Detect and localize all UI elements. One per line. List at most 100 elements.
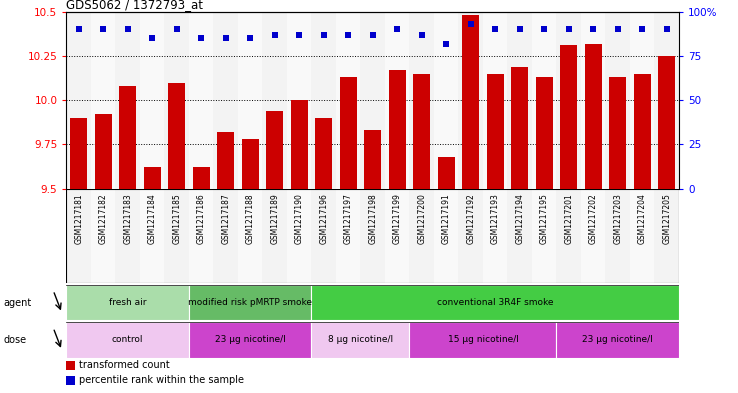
Point (170, 26, 182, 33)
Text: GSM1217185: GSM1217185 (172, 193, 181, 244)
Bar (165, 189, 189, 283)
Bar (581, 12, 605, 189)
Bar (630, 12, 655, 189)
Point (244, 35, 256, 41)
Text: percentile rank within the sample: percentile rank within the sample (79, 375, 244, 385)
Bar (364, 130, 382, 393)
Point (563, 26, 575, 33)
Bar (336, 12, 360, 189)
Bar (385, 12, 410, 189)
Point (415, 31, 427, 38)
Bar (458, 12, 483, 189)
Bar (360, 189, 385, 283)
Point (220, 35, 232, 41)
Text: GSM1217194: GSM1217194 (515, 193, 524, 244)
Bar (91, 189, 115, 283)
Bar (144, 167, 161, 393)
Text: fresh air: fresh air (109, 298, 146, 307)
Bar (605, 12, 630, 189)
Point (538, 26, 550, 33)
Bar (508, 189, 532, 283)
Text: GSM1217189: GSM1217189 (270, 193, 279, 244)
Bar (315, 118, 332, 393)
Bar (560, 45, 577, 393)
Bar (263, 12, 287, 189)
Point (342, 31, 354, 38)
Bar (360, 12, 385, 189)
Text: GSM1217188: GSM1217188 (246, 193, 255, 244)
Bar (311, 322, 410, 358)
Text: transformed count: transformed count (79, 360, 170, 371)
Bar (658, 56, 675, 393)
Bar (66, 285, 189, 320)
Bar (581, 189, 605, 283)
Bar (287, 12, 311, 189)
Text: GSM1217205: GSM1217205 (662, 193, 671, 244)
Bar (311, 12, 336, 189)
Text: GSM1217184: GSM1217184 (148, 193, 156, 244)
Point (636, 26, 648, 33)
Bar (287, 189, 311, 283)
Bar (189, 12, 213, 189)
Text: 23 μg nicotine/l: 23 μg nicotine/l (582, 336, 653, 344)
Text: 8 μg nicotine/l: 8 μg nicotine/l (328, 336, 393, 344)
Bar (115, 12, 140, 189)
Bar (410, 12, 434, 189)
Text: GSM1217199: GSM1217199 (393, 193, 401, 244)
Point (122, 26, 134, 33)
Text: GDS5062 / 1372793_at: GDS5062 / 1372793_at (66, 0, 204, 11)
Bar (410, 322, 556, 358)
Point (587, 26, 599, 33)
Bar (336, 189, 360, 283)
Text: 23 μg nicotine/l: 23 μg nicotine/l (215, 336, 286, 344)
Bar (189, 189, 213, 283)
Bar (238, 189, 263, 283)
Bar (189, 322, 311, 358)
Text: GSM1217202: GSM1217202 (589, 193, 598, 244)
Text: modified risk pMRTP smoke: modified risk pMRTP smoke (188, 298, 312, 307)
Bar (140, 12, 165, 189)
Text: GSM1217195: GSM1217195 (539, 193, 548, 244)
Bar (115, 189, 140, 283)
Point (391, 26, 403, 33)
Bar (556, 322, 679, 358)
Bar (241, 139, 259, 393)
Text: GSM1217200: GSM1217200 (417, 193, 426, 244)
Bar (311, 285, 679, 320)
Bar (119, 86, 137, 393)
Point (293, 31, 305, 38)
Text: 15 μg nicotine/l: 15 μg nicotine/l (447, 336, 518, 344)
Bar (140, 189, 165, 283)
Bar (91, 12, 115, 189)
Bar (536, 77, 553, 393)
Point (661, 26, 672, 33)
Bar (413, 73, 430, 393)
Bar (556, 12, 581, 189)
Bar (532, 12, 556, 189)
Bar (385, 189, 410, 283)
Bar (339, 77, 356, 393)
Text: GSM1217190: GSM1217190 (294, 193, 303, 244)
Bar (655, 189, 679, 283)
Point (367, 31, 379, 38)
Text: GSM1217204: GSM1217204 (638, 193, 646, 244)
Bar (189, 285, 311, 320)
Bar (584, 44, 601, 393)
Text: GSM1217183: GSM1217183 (123, 193, 132, 244)
Text: GSM1217191: GSM1217191 (442, 193, 451, 244)
Text: GSM1217197: GSM1217197 (344, 193, 353, 244)
Text: conventional 3R4F smoke: conventional 3R4F smoke (437, 298, 554, 307)
Text: GSM1217198: GSM1217198 (368, 193, 377, 244)
Bar (655, 12, 679, 189)
Bar (486, 73, 504, 393)
Point (73, 26, 85, 33)
Bar (213, 189, 238, 283)
Bar (66, 12, 91, 189)
Bar (213, 12, 238, 189)
Text: GSM1217201: GSM1217201 (565, 193, 573, 244)
Bar (66, 322, 189, 358)
Bar (217, 132, 234, 393)
Bar (291, 100, 308, 393)
Bar (458, 189, 483, 283)
Point (196, 35, 207, 41)
